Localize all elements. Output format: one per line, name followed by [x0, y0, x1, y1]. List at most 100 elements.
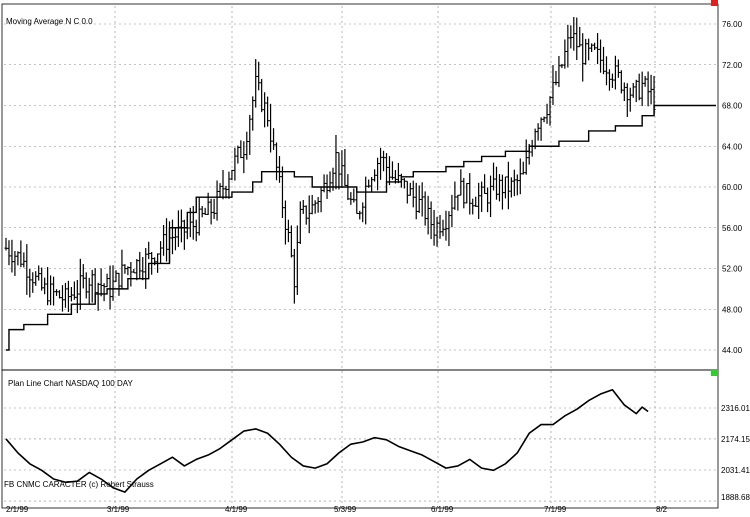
- ohlc-bar: [405, 180, 409, 204]
- price-y-tick-label: 52.00: [722, 265, 743, 274]
- ohlc-bar: [373, 169, 377, 182]
- ohlc-bar: [310, 194, 314, 215]
- ohlc-bar: [141, 257, 145, 281]
- ohlc-bar: [509, 177, 513, 198]
- ohlc-bar: [503, 176, 508, 199]
- ohlc-bar: [322, 174, 326, 193]
- ohlc-bar: [22, 252, 26, 268]
- ohlc-bar: [37, 265, 41, 281]
- ohlc-bar: [358, 210, 362, 220]
- nasdaq-y-tick-label: 2031.41: [721, 466, 750, 475]
- ohlc-bar: [408, 182, 412, 196]
- ohlc-bar: [500, 174, 505, 210]
- ohlc-bar: [334, 134, 338, 190]
- ohlc-bar: [483, 174, 487, 194]
- price-y-tick-label: 72.00: [722, 61, 743, 70]
- ohlc-bar: [587, 38, 591, 61]
- moving-average-line: [6, 104, 716, 351]
- ohlc-bar: [102, 283, 106, 302]
- ohlc-bar: [218, 183, 222, 198]
- ohlc-bar: [194, 219, 198, 242]
- ohlc-bar: [584, 38, 588, 65]
- ohlc-bar: [438, 214, 442, 239]
- ohlc-bar: [521, 161, 525, 175]
- price-panel-title: Moving Average N C 0.0: [6, 17, 93, 26]
- ohlc-bar: [631, 82, 635, 98]
- ohlc-bar: [337, 152, 341, 190]
- ohlc-bar: [16, 251, 20, 266]
- ohlc-bar: [245, 131, 249, 160]
- nasdaq-panel-title: Plan Line Chart NASDAQ 100 DAY: [8, 379, 133, 388]
- ohlc-bar: [426, 195, 430, 235]
- ohlc-bar: [524, 139, 528, 175]
- ohlc-bar: [57, 290, 62, 299]
- ohlc-bar: [343, 148, 347, 186]
- ohlc-bar: [13, 251, 17, 276]
- ohlc-bar: [277, 156, 282, 183]
- ohlc-bar: [518, 158, 522, 195]
- price-y-tick-label: 68.00: [722, 102, 743, 111]
- panel-marker: [711, 369, 718, 376]
- ohlc-bar: [569, 25, 573, 49]
- ohlc-bar: [138, 251, 142, 279]
- ohlc-bar: [459, 169, 463, 196]
- ohlc-bar: [105, 273, 109, 288]
- top-marker: [711, 0, 718, 6]
- ohlc-bar: [590, 43, 594, 53]
- ohlc-bar: [512, 169, 516, 197]
- ohlc-bar: [206, 192, 210, 216]
- ohlc-bar: [257, 61, 261, 91]
- ohlc-bar: [610, 73, 615, 88]
- ohlc-bar: [640, 71, 644, 107]
- ohlc-bar: [34, 271, 38, 286]
- ohlc-bar: [563, 39, 567, 69]
- ohlc-bar: [197, 197, 201, 236]
- ohlc-bar: [643, 76, 647, 87]
- ohlc-bar: [230, 169, 234, 181]
- ohlc-bar: [46, 267, 50, 306]
- ohlc-bar: [417, 185, 421, 213]
- ohlc-bar: [384, 153, 389, 182]
- ohlc-bar: [456, 194, 460, 211]
- ohlc-bar: [289, 225, 293, 258]
- ohlc-bar: [402, 178, 406, 189]
- price-y-tick-label: 44.00: [722, 346, 743, 355]
- ohlc-bar: [129, 262, 133, 287]
- ohlc-bar: [494, 166, 499, 200]
- ohlc-bar: [19, 240, 23, 268]
- ohlc-bar: [340, 150, 344, 188]
- ohlc-bar: [447, 211, 451, 247]
- ohlc-bar: [485, 187, 490, 213]
- ohlc-bar: [515, 174, 519, 196]
- x-tick-label: 4/1/99: [225, 505, 248, 514]
- ohlc-bar: [304, 205, 308, 225]
- ohlc-bar: [111, 265, 115, 301]
- ohlc-bar: [209, 198, 213, 225]
- ohlc-bar: [572, 17, 576, 51]
- ohlc-bar: [260, 78, 264, 113]
- ohlc-bar: [554, 70, 558, 86]
- ohlc-bar: [283, 200, 288, 245]
- ohlc-bar: [593, 42, 597, 51]
- ohlc-bar: [429, 201, 433, 240]
- ohlc-bar: [51, 276, 56, 306]
- ohlc-bar: [364, 176, 368, 225]
- ohlc-bar: [607, 69, 612, 91]
- ohlc-bar: [31, 272, 35, 293]
- ohlc-bar: [625, 83, 629, 117]
- ohlc-bar: [132, 268, 136, 274]
- ohlc-bar: [96, 282, 100, 311]
- ohlc-bar: [10, 239, 14, 273]
- ohlc-bar: [488, 175, 493, 218]
- ohlc-bar: [158, 241, 163, 264]
- ohlc-bar: [435, 216, 439, 247]
- ohlc-bar: [251, 96, 255, 131]
- ohlc-bar: [239, 140, 243, 159]
- ohlc-bar: [75, 279, 79, 314]
- ohlc-bar: [268, 103, 273, 153]
- ohlc-bar: [474, 196, 478, 207]
- ohlc-bar: [598, 39, 603, 73]
- ohlc-bar: [4, 237, 8, 251]
